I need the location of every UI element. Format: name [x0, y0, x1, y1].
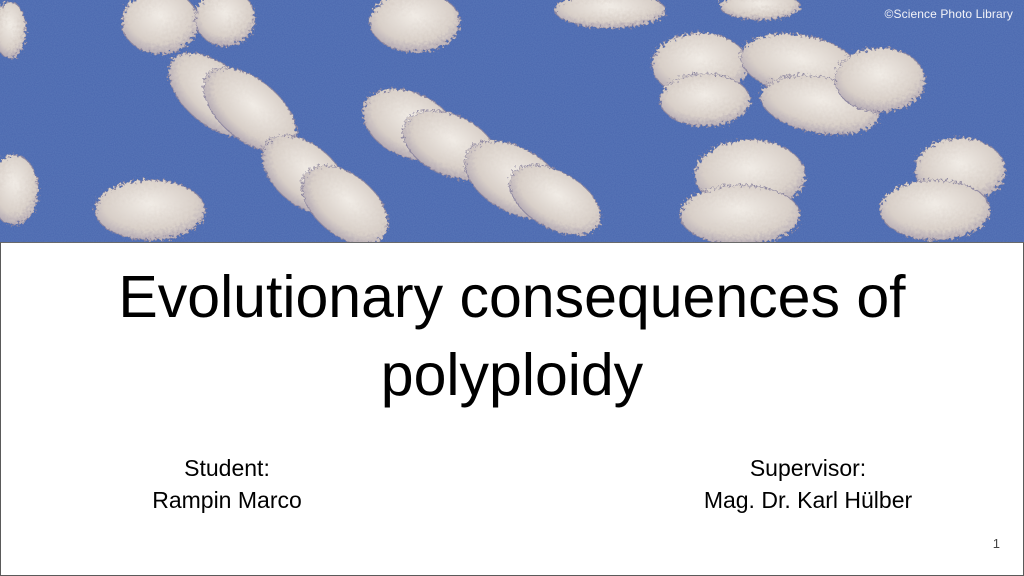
supervisor-block: Supervisor: Mag. Dr. Karl Hülber	[648, 452, 968, 516]
supervisor-label: Supervisor:	[749, 455, 867, 481]
supervisor-name: Mag. Dr. Karl Hülber	[703, 487, 913, 513]
slide-title: Evolutionary consequences of polyploidy	[118, 264, 906, 408]
student-block: Student: Rampin Marco	[67, 452, 387, 516]
student-label: Student:	[184, 455, 270, 481]
image-credit: ©Science Photo Library	[884, 7, 1013, 21]
student-name: Rampin Marco	[152, 487, 302, 513]
chromosome-micrograph-image	[0, 0, 1024, 242]
hero-image: ©Science Photo Library	[0, 0, 1024, 242]
page-number: 1	[992, 536, 1000, 551]
